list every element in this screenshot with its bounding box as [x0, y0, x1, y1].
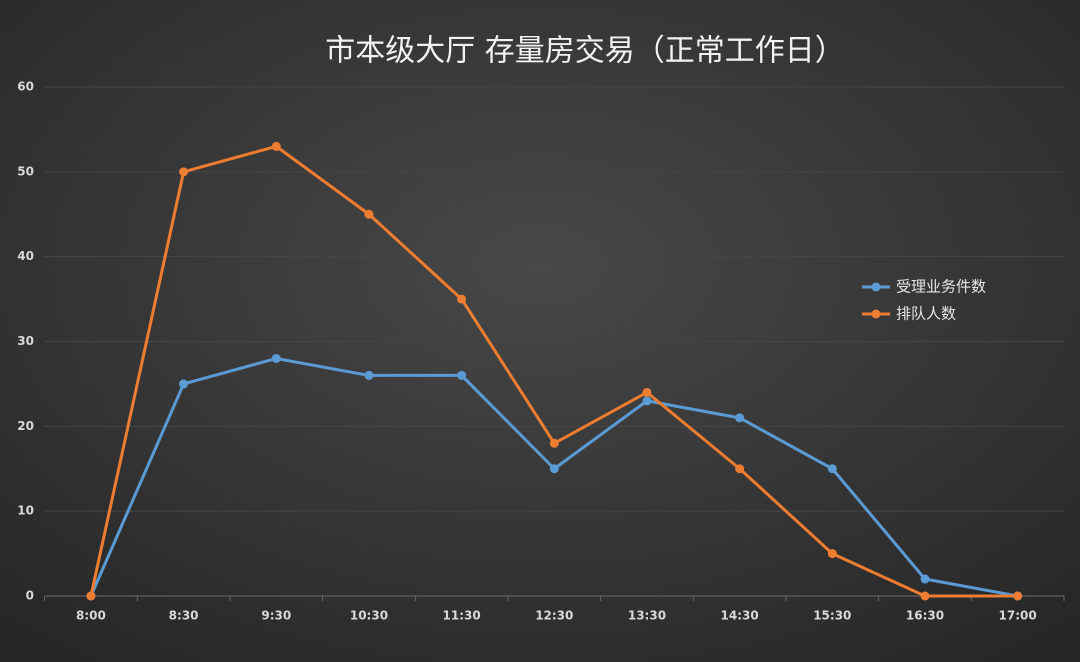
legend-marker	[871, 309, 881, 319]
x-tick-label: 17:00	[999, 609, 1037, 623]
data-point	[827, 464, 837, 474]
data-point	[735, 413, 745, 423]
x-tick-label: 9:30	[261, 609, 291, 623]
data-point	[642, 396, 652, 406]
data-point	[735, 464, 745, 474]
y-tick-label: 10	[17, 504, 34, 518]
y-tick-label: 20	[17, 419, 34, 433]
data-point	[364, 209, 374, 219]
y-tick-label: 50	[17, 164, 34, 178]
data-point	[86, 591, 96, 601]
y-tick-label: 60	[17, 80, 34, 94]
data-point	[457, 294, 467, 304]
data-point	[179, 379, 189, 389]
x-tick-label: 13:30	[628, 609, 666, 623]
legend-label: 受理业务件数	[896, 278, 986, 296]
data-point	[364, 370, 374, 380]
data-point	[1013, 591, 1023, 601]
data-point	[457, 370, 467, 380]
data-point	[920, 574, 930, 584]
y-tick-label: 0	[26, 589, 34, 603]
data-point	[549, 438, 559, 448]
x-tick-label: 11:30	[443, 609, 481, 623]
x-tick-label: 8:00	[76, 609, 106, 623]
y-tick-label: 40	[17, 249, 34, 263]
data-point	[271, 141, 281, 151]
data-point	[920, 591, 930, 601]
x-tick-label: 12:30	[535, 609, 573, 623]
x-tick-label: 14:30	[721, 609, 759, 623]
data-point	[271, 353, 281, 363]
x-tick-label: 8:30	[169, 609, 199, 623]
data-point	[179, 167, 189, 177]
data-point	[642, 387, 652, 397]
chart-title: 市本级大厅 存量房交易（正常工作日）	[325, 34, 845, 69]
legend-marker	[871, 282, 881, 292]
x-tick-label: 15:30	[813, 609, 851, 623]
data-point	[827, 549, 837, 559]
legend-label: 排队人数	[896, 305, 956, 323]
x-tick-label: 10:30	[350, 609, 388, 623]
x-tick-label: 16:30	[906, 609, 944, 623]
data-point	[549, 464, 559, 474]
y-tick-label: 30	[17, 334, 34, 348]
